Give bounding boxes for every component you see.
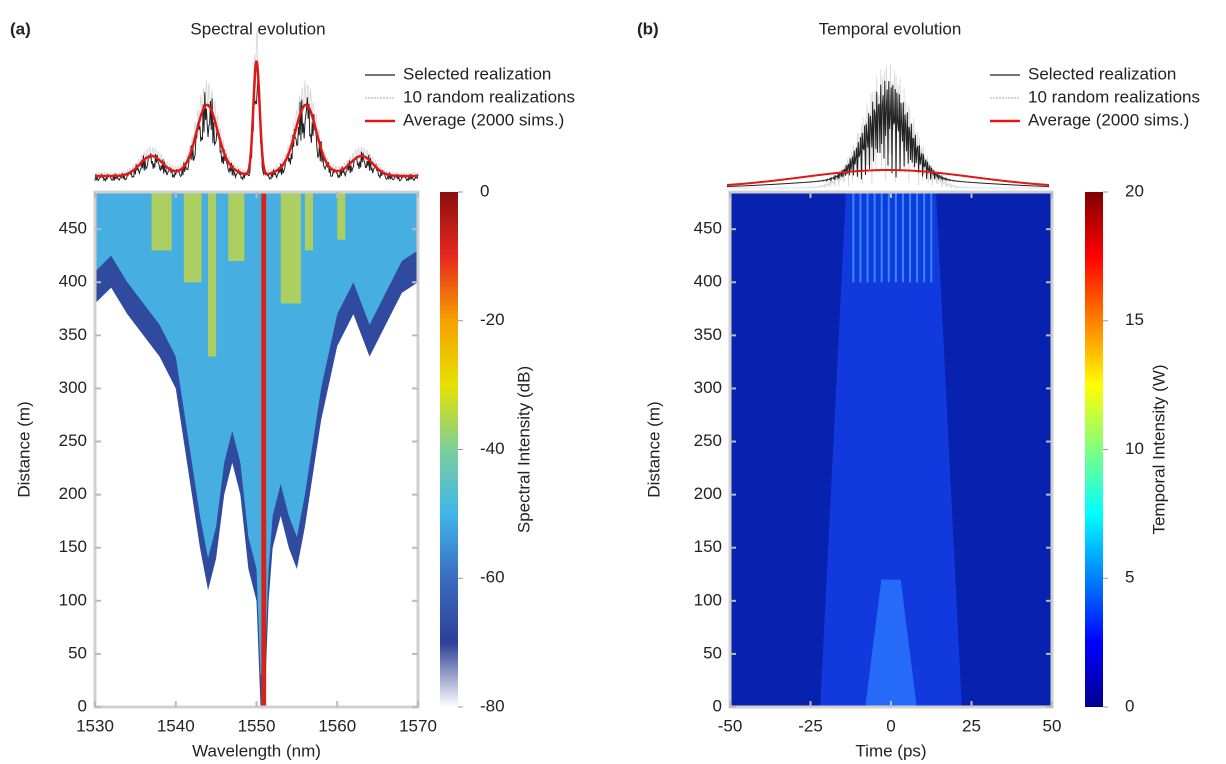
y-tick-label: 350 xyxy=(694,325,722,344)
heat-band xyxy=(901,192,904,283)
heat-band xyxy=(337,192,346,240)
y-tick-label: 0 xyxy=(713,696,722,715)
legend-label: Selected realization xyxy=(403,64,551,83)
panel-label: (a) xyxy=(10,19,31,38)
heat-band xyxy=(261,192,267,707)
colorbar xyxy=(1085,192,1103,707)
colorbar-tick-label: 0 xyxy=(1125,696,1134,715)
y-tick-label: 150 xyxy=(59,537,87,556)
heat-band xyxy=(852,192,855,283)
colorbar-tick-label: -40 xyxy=(480,439,505,458)
top-traces xyxy=(726,63,1050,189)
legend-label: Average (2000 sims.) xyxy=(403,110,564,129)
trace-selected xyxy=(94,76,419,183)
colorbar-label: Temporal Intensity (W) xyxy=(1149,364,1168,534)
colorbar-tick-label: 0 xyxy=(480,181,489,200)
heat-band xyxy=(228,192,245,262)
panel-label: (b) xyxy=(637,19,659,38)
colorbar-tick-label: -60 xyxy=(480,568,505,587)
x-tick-label: 1570 xyxy=(399,716,437,735)
y-tick-label: 250 xyxy=(694,431,722,450)
y-tick-label: 200 xyxy=(694,484,722,503)
y-tick-label: 400 xyxy=(59,272,87,291)
y-tick-label: 100 xyxy=(694,590,722,609)
heat-band xyxy=(916,192,919,283)
trace-average xyxy=(95,60,418,178)
y-tick-label: 0 xyxy=(78,696,87,715)
heatmap xyxy=(95,192,418,707)
heat-band xyxy=(280,192,301,304)
legend-label: Average (2000 sims.) xyxy=(1028,110,1189,129)
x-tick-label: 0 xyxy=(886,716,895,735)
y-axis-label: Distance (m) xyxy=(644,401,663,497)
legend-label: 10 random realizations xyxy=(403,87,575,106)
heat-band xyxy=(151,192,172,251)
y-tick-label: 450 xyxy=(694,219,722,238)
heat-band xyxy=(930,192,933,283)
y-tick-label: 150 xyxy=(694,537,722,556)
y-tick-label: 250 xyxy=(59,431,87,450)
heat-band xyxy=(909,192,912,283)
heat-region xyxy=(820,192,962,707)
x-tick-label: 1530 xyxy=(76,716,114,735)
panel: (b) Temporal evolution-50 -25 0 25 5005010015… xyxy=(637,19,1200,760)
x-tick-label: 50 xyxy=(1043,716,1062,735)
y-tick-label: 100 xyxy=(59,590,87,609)
x-tick-label: -25 xyxy=(798,716,823,735)
heat-band xyxy=(208,192,217,357)
legend-label: Selected realization xyxy=(1028,64,1176,83)
heat-band xyxy=(894,192,897,283)
colorbar-tick-label: 10 xyxy=(1125,439,1144,458)
y-tick-label: 50 xyxy=(703,643,722,662)
heat-band xyxy=(887,192,890,283)
heatmap xyxy=(730,192,1052,707)
trace-average xyxy=(726,168,1050,186)
y-tick-label: 300 xyxy=(694,378,722,397)
heat-band xyxy=(873,192,876,283)
x-axis-label: Time (ps) xyxy=(855,741,926,760)
legend-label: 10 random realizations xyxy=(1028,87,1200,106)
x-tick-label: 25 xyxy=(962,716,981,735)
x-axis-label: Wavelength (nm) xyxy=(192,741,321,760)
colorbar-tick-label: 20 xyxy=(1125,181,1144,200)
y-tick-label: 300 xyxy=(59,378,87,397)
x-tick-label: 1540 xyxy=(157,716,195,735)
trace-random xyxy=(727,63,1049,189)
colorbar-label: Spectral Intensity (dB) xyxy=(514,366,533,533)
colorbar-tick-label: -80 xyxy=(480,696,505,715)
y-tick-label: 450 xyxy=(59,219,87,238)
y-axis-label: Distance (m) xyxy=(14,401,33,497)
panel: (a) Spectral evolution 1530 1540 1550 1560 157… xyxy=(10,19,575,760)
panel-title: Temporal evolution xyxy=(819,19,962,38)
panel-title: Spectral evolution xyxy=(190,19,325,38)
y-tick-label: 50 xyxy=(68,643,87,662)
heat-band xyxy=(183,192,202,283)
heat-region xyxy=(865,579,917,707)
heat-band xyxy=(923,192,926,283)
colorbar-tick-label: -20 xyxy=(480,310,505,329)
y-tick-label: 200 xyxy=(59,484,87,503)
y-tick-label: 400 xyxy=(694,272,722,291)
y-tick-label: 350 xyxy=(59,325,87,344)
heat-region xyxy=(95,192,418,676)
heat-band xyxy=(880,192,883,283)
x-tick-label: -50 xyxy=(718,716,743,735)
colorbar-tick-label: 15 xyxy=(1125,310,1144,329)
heat-band xyxy=(859,192,862,283)
x-tick-label: 1560 xyxy=(318,716,356,735)
colorbar xyxy=(440,192,458,707)
heat-band xyxy=(304,192,314,251)
top-traces xyxy=(94,29,419,183)
heat-band xyxy=(866,192,869,283)
colorbar-tick-label: 5 xyxy=(1125,568,1134,587)
x-tick-label: 1550 xyxy=(238,716,276,735)
